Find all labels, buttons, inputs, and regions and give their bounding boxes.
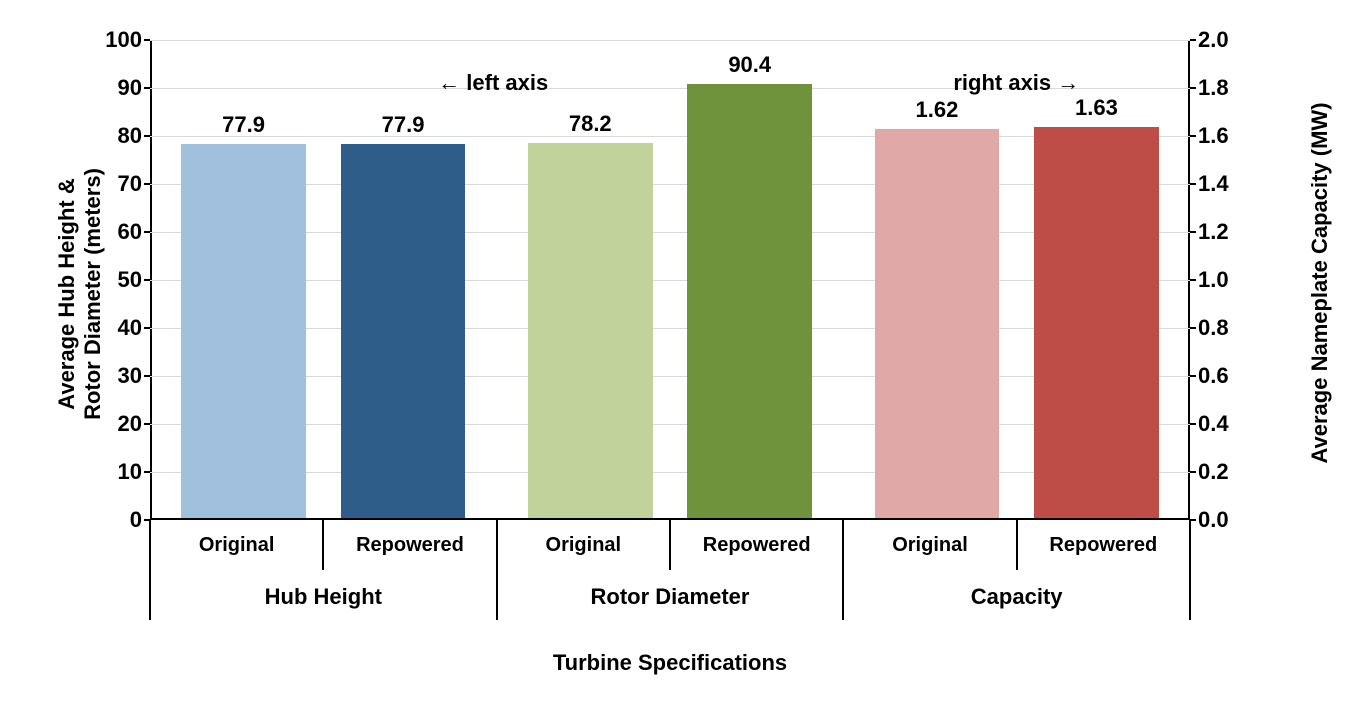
y-axis-right: 0.00.20.40.60.81.01.21.41.61.82.0 [1190,40,1270,520]
y-right-tick: 0.2 [1198,459,1229,485]
y-axis-right-title: Average Nameplate Capacity (MW) [1307,73,1333,493]
x-category-label: Original [150,534,323,557]
y-left-tick: 60 [118,219,142,245]
y-right-tick: 1.4 [1198,171,1229,197]
x-category-label: Original [843,534,1016,557]
y-axis-left: 0102030405060708090100 [20,40,150,520]
y-right-tick-mark [1190,231,1196,233]
bar [687,84,812,518]
bar [1034,127,1159,518]
bar-value-label: 77.9 [181,112,306,138]
y-left-tick: 30 [118,363,142,389]
bar [875,129,1000,518]
x-category-label: Repowered [670,534,843,557]
y-left-tick: 100 [105,27,142,53]
y-right-tick: 0.4 [1198,411,1229,437]
axis-hint-annotation: ← left axis [363,70,623,96]
y-right-tick-mark [1190,39,1196,41]
y-left-tick: 90 [118,75,142,101]
bar-value-label: 1.62 [875,97,1000,123]
y-right-tick-mark [1190,471,1196,473]
bar [528,143,653,518]
x-group-label: Rotor Diameter [497,584,844,610]
y-right-tick: 1.2 [1198,219,1229,245]
bar [181,144,306,518]
x-category-label: Repowered [323,534,496,557]
y-right-tick: 0.6 [1198,363,1229,389]
y-right-tick-mark [1190,327,1196,329]
bar-value-label: 77.9 [341,112,466,138]
y-left-tick: 80 [118,123,142,149]
bar-value-label: 1.63 [1034,95,1159,121]
bar [341,144,466,518]
turbine-chart: Average Hub Height & Rotor Diameter (met… [20,20,1330,707]
plot-area: 77.9 77.9 78.2 90.4 1.62 1.63 [150,40,1190,520]
y-left-tick: 20 [118,411,142,437]
bar-value-label: 90.4 [687,52,812,78]
y-left-tick: 0 [130,507,142,533]
x-group-label: Capacity [843,584,1190,610]
y-right-tick-mark [1190,183,1196,185]
y-right-tick: 0.0 [1198,507,1229,533]
y-right-tick-mark [1190,423,1196,425]
y-right-tick-mark [1190,375,1196,377]
y-left-tick: 50 [118,267,142,293]
axis-right-border [1188,40,1190,518]
y-right-tick-mark [1190,279,1196,281]
x-category-label: Original [497,534,670,557]
grid-line [150,40,1190,41]
y-right-tick-mark [1190,135,1196,137]
axis-left-border [150,40,152,518]
x-group-label: Hub Height [150,584,497,610]
y-left-tick: 40 [118,315,142,341]
y-right-tick: 1.0 [1198,267,1229,293]
bar-value-label: 78.2 [528,111,653,137]
y-right-tick: 1.8 [1198,75,1229,101]
axis-hint-annotation: right axis → [886,70,1146,96]
y-right-tick-mark [1190,87,1196,89]
x-category-label: Repowered [1017,534,1190,557]
y-right-tick: 0.8 [1198,315,1229,341]
y-left-tick: 70 [118,171,142,197]
x-axis-title: Turbine Specifications [150,650,1190,676]
y-right-tick: 1.6 [1198,123,1229,149]
y-left-tick: 10 [118,459,142,485]
y-right-tick: 2.0 [1198,27,1229,53]
